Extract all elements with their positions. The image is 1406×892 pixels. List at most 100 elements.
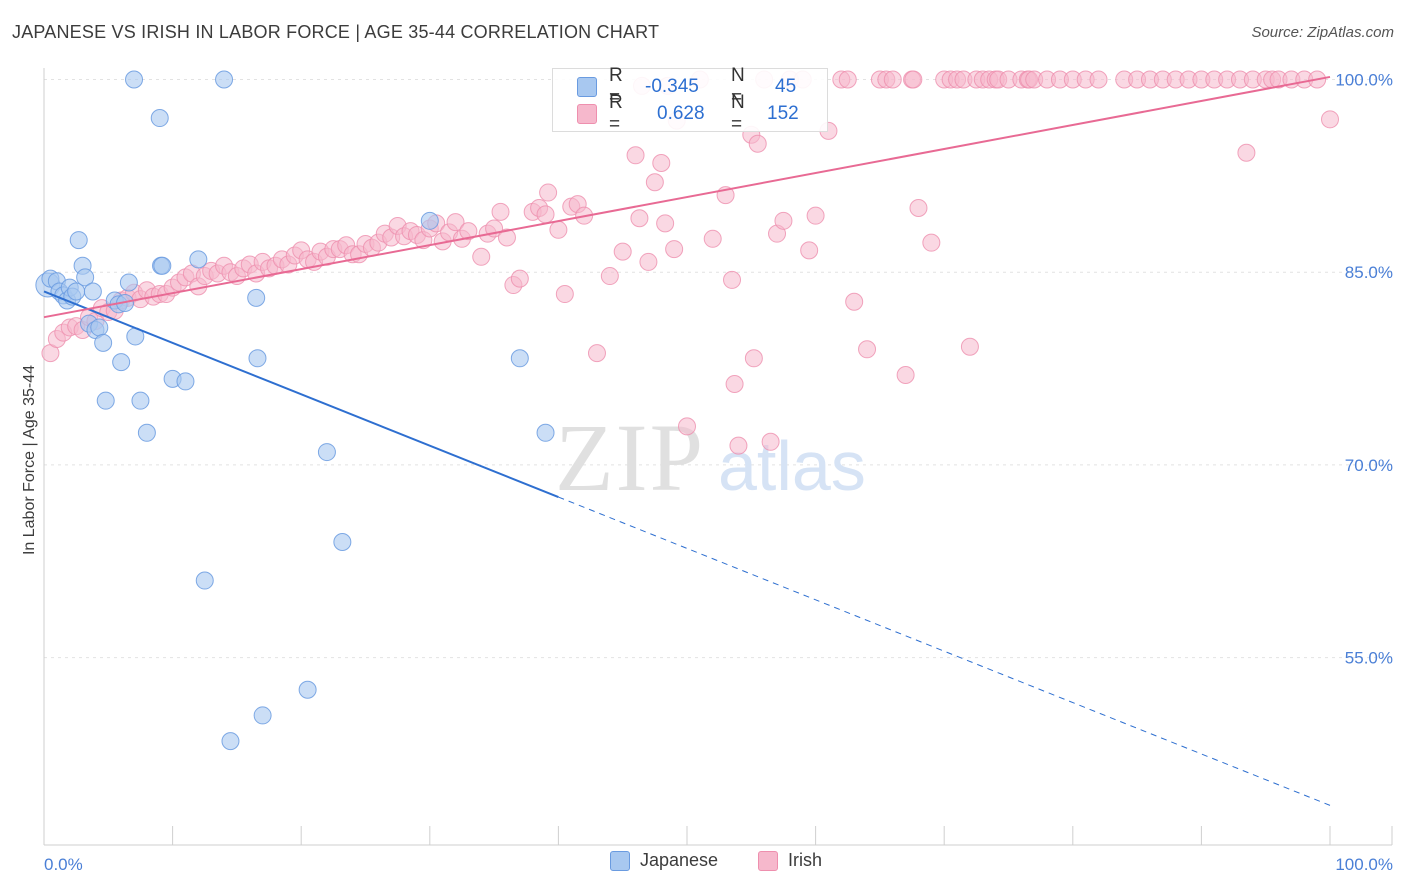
grid-lines <box>44 79 1392 659</box>
japanese-point <box>420 211 439 230</box>
irish-point <box>960 337 979 356</box>
irish-point <box>472 247 491 266</box>
irish-point <box>656 214 675 233</box>
y-tick-label: 70.0% <box>1345 456 1393 475</box>
japanese-point <box>131 391 150 410</box>
japanese-trend-line <box>43 290 559 498</box>
irish-point <box>858 340 877 359</box>
irish-n-value: 152 <box>767 103 799 124</box>
irish-point <box>904 70 923 89</box>
irish-point <box>744 349 763 368</box>
x-tick-label: 100.0% <box>1335 855 1393 874</box>
irish-point <box>723 270 742 289</box>
irish-point <box>845 292 864 311</box>
japanese-point <box>247 288 266 307</box>
irish-swatch <box>577 104 597 124</box>
irish-point <box>626 146 645 165</box>
japanese-point <box>333 532 352 551</box>
japanese-r-label: R = <box>609 65 623 108</box>
irish-point <box>883 70 902 89</box>
irish-point <box>549 220 568 239</box>
legend-irish-label: Irish <box>788 850 823 870</box>
japanese-r-value: -0.345 <box>645 76 699 97</box>
japanese-point <box>253 706 272 725</box>
irish-point <box>587 344 606 363</box>
irish-point <box>838 70 857 89</box>
japanese-point <box>248 349 267 368</box>
japanese-point <box>221 732 240 751</box>
japanese-n-label: N = <box>731 65 745 108</box>
japanese-point <box>96 391 115 410</box>
irish-point <box>539 183 558 202</box>
irish-point <box>1237 143 1256 162</box>
irish-r-label: R = <box>609 92 623 135</box>
irish-n-label: N = <box>731 92 745 135</box>
legend-japanese-label: Japanese <box>640 850 719 870</box>
japanese-point <box>76 268 95 287</box>
japanese-point <box>189 250 208 269</box>
y-tick-label: 100.0% <box>1335 71 1393 90</box>
y-tick-labels: 55.0% 70.0% 85.0% 100.0% <box>1335 71 1393 668</box>
irish-point <box>645 173 664 192</box>
irish-point <box>678 417 696 436</box>
irish-point <box>555 285 574 304</box>
irish-points <box>41 70 1339 455</box>
irish-point <box>761 432 780 451</box>
irish-r-value: 0.628 <box>657 103 705 124</box>
irish-trend-line <box>43 75 1331 319</box>
irish-point <box>491 202 510 221</box>
japanese-point <box>119 273 138 292</box>
irish-point <box>600 267 619 286</box>
japanese-point <box>137 423 156 442</box>
irish-point <box>497 228 516 247</box>
irish-point <box>922 233 941 252</box>
japanese-point <box>510 349 529 368</box>
irish-point <box>459 222 478 241</box>
trend-lines <box>43 75 1331 806</box>
japanese-n-value: 45 <box>775 76 797 97</box>
japanese-point <box>112 353 131 372</box>
japanese-point <box>94 333 113 352</box>
legend-item-irish[interactable]: Irish <box>758 850 822 871</box>
japanese-point <box>69 231 88 250</box>
irish-point <box>1321 110 1339 129</box>
y-tick-label: 55.0% <box>1345 649 1393 668</box>
bottom-legend: Japanese Irish <box>0 850 1406 880</box>
watermark-zip: ZIP <box>555 404 705 511</box>
irish-point <box>748 134 767 153</box>
japanese-points <box>35 70 555 751</box>
irish-point <box>703 229 722 248</box>
y-tick-label: 85.0% <box>1345 263 1393 282</box>
irish-point <box>896 365 915 384</box>
x-tick-label: 0.0% <box>44 855 83 874</box>
irish-point <box>725 374 744 393</box>
source-note: Source: ZipAtlas.com <box>1251 24 1394 41</box>
axes <box>43 68 1393 846</box>
japanese-point <box>125 70 144 89</box>
japanese-point <box>153 256 172 275</box>
irish-point <box>909 198 928 217</box>
japanese-point <box>215 70 234 89</box>
irish-point <box>639 252 658 271</box>
irish-point <box>652 154 671 173</box>
legend-item-japanese[interactable]: Japanese <box>610 850 718 871</box>
stats-legend: R = -0.345 N = 45 R = 0.628 N = 152 <box>552 65 828 135</box>
legend-japanese-swatch <box>610 850 630 871</box>
irish-point <box>774 211 793 230</box>
japanese-point <box>176 372 195 391</box>
irish-point <box>446 213 465 232</box>
japanese-point <box>83 282 102 301</box>
japanese-point <box>150 109 169 128</box>
irish-point <box>729 436 748 455</box>
x-tick-labels: 0.0% 100.0% <box>44 855 1393 874</box>
japanese-point <box>298 680 317 699</box>
watermark: ZIP atlas <box>555 404 866 511</box>
irish-point <box>630 209 649 228</box>
irish-point <box>613 242 632 261</box>
irish-point <box>800 241 819 260</box>
japanese-point <box>90 318 109 337</box>
irish-point <box>665 240 684 259</box>
irish-point <box>510 269 529 288</box>
japanese-point <box>317 443 336 462</box>
japanese-point <box>195 571 214 590</box>
